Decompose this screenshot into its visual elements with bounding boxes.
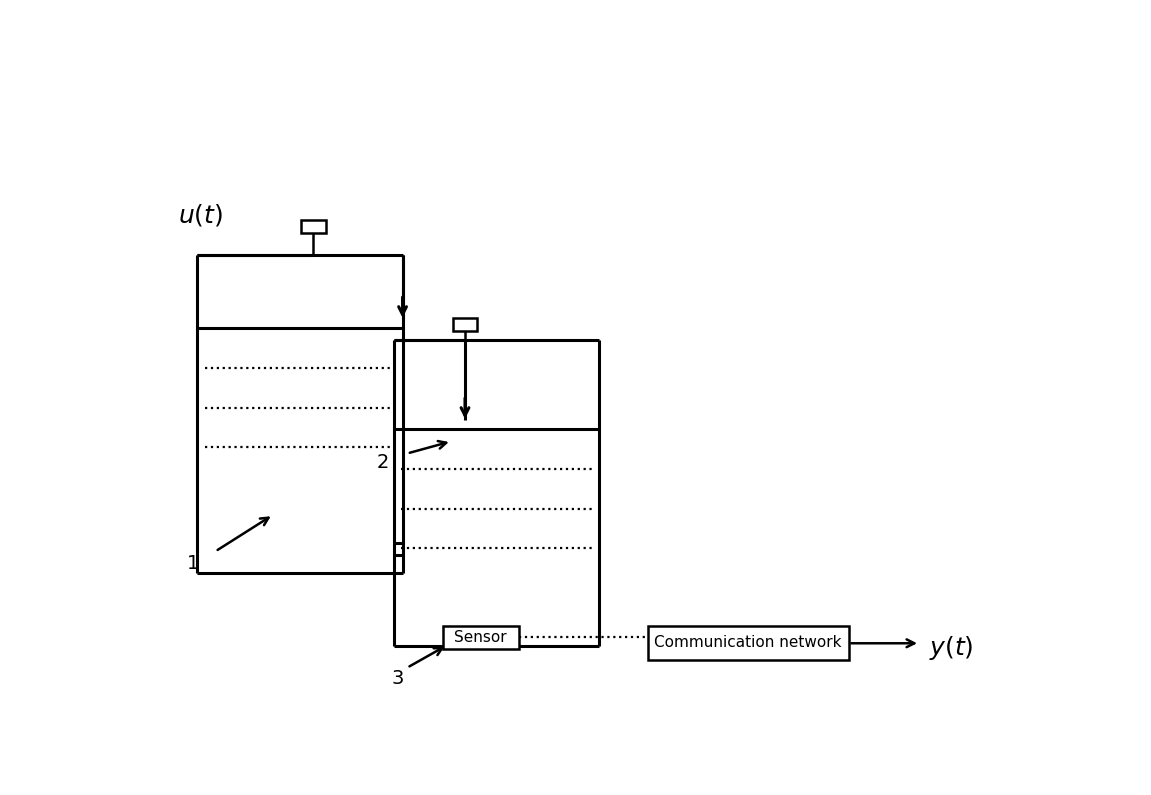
Text: $u(t)$: $u(t)$ bbox=[177, 202, 223, 228]
Text: 3: 3 bbox=[391, 669, 404, 688]
Text: Communication network: Communication network bbox=[655, 635, 843, 650]
Bar bbox=[300, 219, 326, 233]
Bar bbox=[443, 626, 519, 650]
Text: 1: 1 bbox=[186, 554, 199, 573]
Text: Sensor: Sensor bbox=[455, 630, 506, 646]
Bar bbox=[452, 318, 478, 331]
Text: 2: 2 bbox=[376, 453, 389, 472]
Text: $y(t)$: $y(t)$ bbox=[929, 634, 974, 661]
Bar bbox=[648, 626, 848, 660]
